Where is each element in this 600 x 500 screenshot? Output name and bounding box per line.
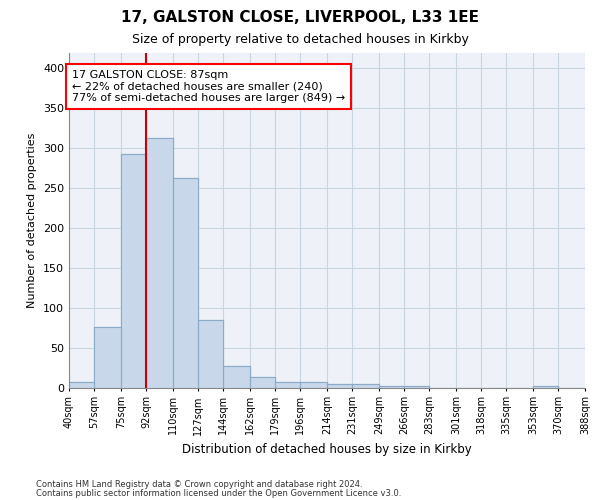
Text: Contains public sector information licensed under the Open Government Licence v3: Contains public sector information licen… — [36, 489, 401, 498]
Text: Contains HM Land Registry data © Crown copyright and database right 2024.: Contains HM Land Registry data © Crown c… — [36, 480, 362, 489]
Text: 17 GALSTON CLOSE: 87sqm
← 22% of detached houses are smaller (240)
77% of semi-d: 17 GALSTON CLOSE: 87sqm ← 22% of detache… — [72, 70, 345, 103]
Text: Size of property relative to detached houses in Kirkby: Size of property relative to detached ho… — [131, 32, 469, 46]
X-axis label: Distribution of detached houses by size in Kirkby: Distribution of detached houses by size … — [182, 443, 472, 456]
Y-axis label: Number of detached properties: Number of detached properties — [28, 132, 37, 308]
Text: 17, GALSTON CLOSE, LIVERPOOL, L33 1EE: 17, GALSTON CLOSE, LIVERPOOL, L33 1EE — [121, 10, 479, 25]
